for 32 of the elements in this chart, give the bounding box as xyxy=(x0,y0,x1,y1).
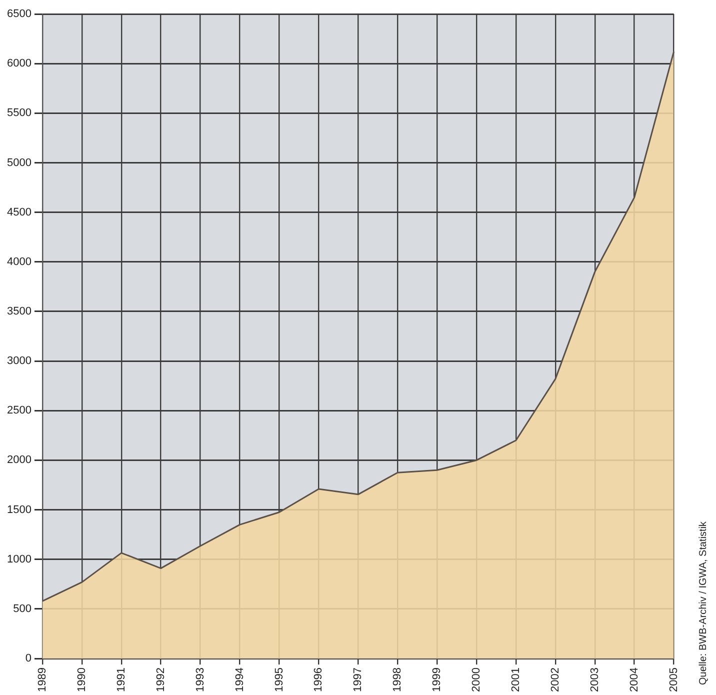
y-tick-label: 6500 xyxy=(6,8,32,20)
x-tick-label: 2001 xyxy=(510,668,522,692)
y-tick-label: 6000 xyxy=(6,58,32,70)
y-tick-label: 1000 xyxy=(6,553,32,566)
x-tick-label: 1997 xyxy=(352,668,364,692)
x-tick-label: 1989 xyxy=(36,668,48,692)
x-tick-label: 1993 xyxy=(194,668,206,692)
y-tick-label: 5000 xyxy=(6,156,32,169)
y-tick-label: 5500 xyxy=(6,107,32,120)
source-note: Quelle: BWB-Archiv / IGWA, Statistik xyxy=(698,521,709,685)
x-tick-label: 1994 xyxy=(234,668,246,692)
x-tick-label: 1996 xyxy=(312,668,325,692)
y-tick-label: 500 xyxy=(13,602,32,615)
x-tick-label: 2000 xyxy=(470,668,483,692)
x-tick-label: 1990 xyxy=(76,668,88,692)
y-tick-label: 3500 xyxy=(6,306,32,318)
x-tick-label: 2005 xyxy=(668,668,680,692)
x-tick-label: 1999 xyxy=(431,668,444,692)
y-tick-label: 2500 xyxy=(6,404,32,417)
x-tick-label: 2003 xyxy=(588,668,601,692)
x-tick-label: 1998 xyxy=(392,668,404,692)
x-tick-label: 1992 xyxy=(154,668,167,692)
x-tick-label: 2002 xyxy=(549,668,562,692)
y-tick-label: 1500 xyxy=(6,504,32,516)
y-tick-label: 0 xyxy=(25,652,32,665)
y-tick-label: 3000 xyxy=(6,355,32,368)
y-tick-label: 4500 xyxy=(6,206,32,218)
x-tick-label: 2004 xyxy=(628,668,640,692)
x-tick-label: 1995 xyxy=(273,668,286,692)
x-tick-label: 1991 xyxy=(115,668,128,692)
y-tick-label: 2000 xyxy=(6,454,32,466)
y-tick-label: 4000 xyxy=(6,256,32,268)
